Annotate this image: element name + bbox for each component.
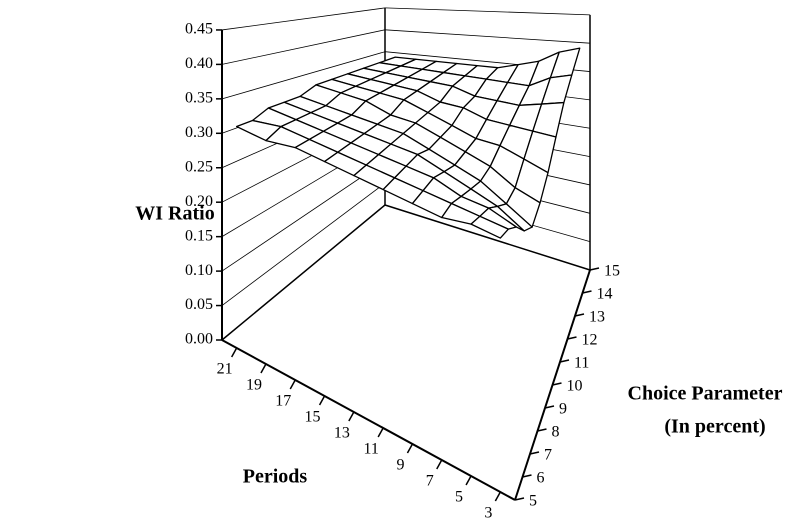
y-tick-label: 11: [574, 355, 589, 372]
y-tick-label: 13: [589, 309, 605, 326]
x-tick-label: 9: [396, 457, 404, 474]
grid-line: [384, 29, 591, 44]
x-tick: [377, 427, 384, 438]
y-tick-label: 9: [559, 401, 567, 418]
y-tick: [522, 474, 532, 478]
grid-line: [221, 160, 386, 272]
grid-line: [384, 204, 591, 271]
y-tick-label: 6: [537, 470, 545, 487]
y-tick: [582, 290, 592, 294]
x-tick: [465, 475, 472, 486]
y-tick: [589, 267, 600, 271]
y-tick: [514, 497, 525, 501]
y-tick: [537, 428, 547, 432]
x-tick: [230, 347, 238, 358]
x-tick-label: 5: [455, 489, 463, 506]
x-tick-label: 17: [275, 393, 291, 410]
z-tick-label: 0.20: [185, 193, 213, 210]
grid-line: [384, 7, 591, 16]
y-tick-label: 12: [582, 332, 598, 349]
x-tick-label: 3: [484, 505, 492, 522]
y-tick: [567, 336, 577, 340]
y-tick-label: 15: [604, 263, 620, 280]
y-axis-label: Choice Parameter: [628, 383, 783, 405]
z-tick-label: 0.05: [185, 296, 213, 313]
z-axis-label: WI Ratio: [135, 203, 214, 225]
y-tick-label: 7: [544, 447, 552, 464]
grid-line: [221, 204, 386, 341]
grid-line: [221, 51, 386, 100]
surface-cell: [470, 215, 509, 239]
x-tick-label: 19: [246, 377, 262, 394]
x-tick: [494, 491, 502, 502]
y-tick-label: 5: [529, 493, 537, 510]
x-tick-label: 21: [217, 361, 233, 378]
grid-line: [221, 182, 386, 306]
x-tick: [348, 411, 355, 422]
x-tick-label: 11: [363, 441, 378, 458]
y-tick: [574, 313, 585, 317]
floor-edge: [221, 339, 516, 501]
grid-line: [221, 7, 386, 31]
x-tick: [436, 459, 443, 470]
x-tick: [289, 379, 296, 390]
x-tick: [260, 363, 267, 374]
y-tick-label: 10: [567, 378, 583, 395]
x-tick-label: 13: [334, 425, 350, 442]
x-tick: [406, 443, 414, 454]
y-tick: [552, 382, 562, 386]
z-tick-label: 0.35: [185, 90, 213, 107]
y-tick-label: 14: [597, 286, 613, 303]
y-tick-label: 8: [552, 424, 560, 441]
z-tick-label: 0.00: [185, 331, 213, 348]
x-tick-label: 7: [426, 473, 434, 490]
x-axis-label: Periods: [243, 466, 308, 488]
y-tick: [529, 451, 540, 455]
z-tick-label: 0.30: [185, 124, 213, 141]
x-tick: [318, 395, 326, 406]
x-tick-label: 15: [305, 409, 321, 426]
z-tick-label: 0.25: [185, 158, 213, 175]
y-axis-label: (In percent): [664, 416, 765, 438]
z-tick-label: 0.40: [185, 55, 213, 72]
y-tick: [544, 405, 555, 409]
z-tick-label: 0.10: [185, 262, 213, 279]
y-tick: [559, 359, 570, 363]
grid-line: [221, 29, 386, 65]
z-tick-label: 0.15: [185, 227, 213, 244]
z-tick-label: 0.45: [185, 21, 213, 38]
